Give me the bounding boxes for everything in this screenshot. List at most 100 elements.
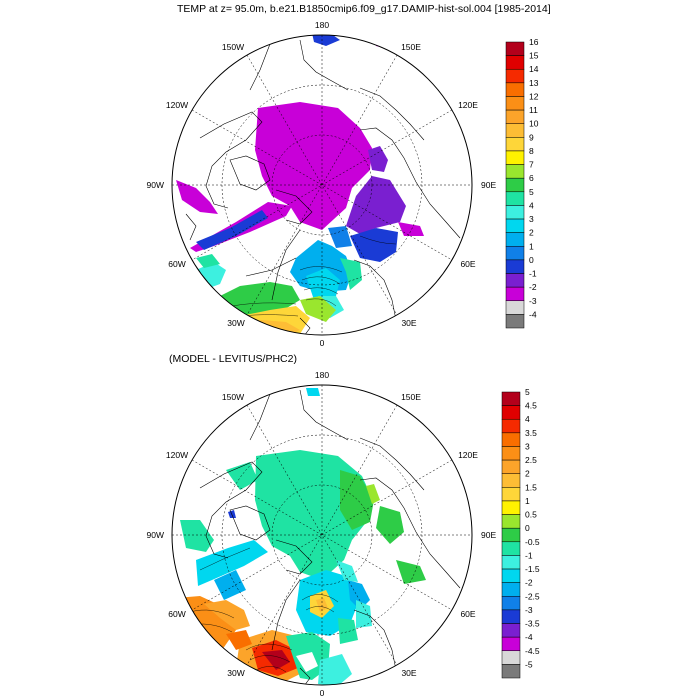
- colorbar-tick-label: -3: [525, 605, 533, 615]
- lon-label-60e: 60E: [460, 609, 475, 619]
- colorbar-swatch: [505, 96, 525, 111]
- colorbar-swatch: [505, 273, 525, 288]
- lon-label-90w: 90W: [147, 530, 164, 540]
- lon-label-30w: 30W: [227, 668, 244, 678]
- colorbar-tick-label: 11: [529, 105, 538, 115]
- colorbar-tick-label: 1.5: [525, 482, 537, 492]
- colorbar-tick-label: 4.5: [525, 401, 537, 411]
- colorbar-tick-label: -4: [525, 632, 533, 642]
- panel2-map: 180 0 90W 90E 150W 120W 150E 120E 60W 30…: [147, 370, 497, 698]
- lon-label-120e: 120E: [458, 450, 478, 460]
- colorbar-tick-label: 1: [525, 496, 530, 506]
- lon-label-60e: 60E: [460, 259, 475, 269]
- colorbar-swatch: [501, 473, 521, 488]
- colorbar-swatch: [501, 582, 521, 597]
- colorbar-swatch: [501, 405, 521, 420]
- colorbar-tick-label: 5: [525, 387, 530, 397]
- lon-label-60w: 60W: [168, 259, 185, 269]
- colorbar-swatch: [501, 541, 521, 556]
- colorbar-swatch: [501, 514, 521, 529]
- colorbar-tick-label: -4: [529, 309, 537, 319]
- colorbar-swatch: [501, 555, 521, 570]
- colorbar-swatch: [501, 664, 521, 679]
- colorbar-tick-label: -4.5: [525, 646, 540, 656]
- lon-label-60w: 60W: [168, 609, 185, 619]
- colorbar-tick-label: 1: [529, 241, 534, 251]
- colorbar-swatch: [505, 82, 525, 97]
- colorbar-swatch: [505, 205, 525, 220]
- colorbar-swatch: [505, 246, 525, 261]
- colorbar-tick-label: -1: [525, 550, 533, 560]
- colorbar-tick-label: -3: [529, 296, 537, 306]
- colorbar-swatch: [505, 109, 525, 124]
- colorbar-swatch: [501, 609, 521, 624]
- colorbar-tick-label: -1.5: [525, 564, 540, 574]
- lon-label-30e: 30E: [401, 668, 416, 678]
- colorbar-swatch: [501, 446, 521, 461]
- panel1-map: 180 0 90W 90E 150W 120W 150E 120E 60W 30…: [147, 20, 497, 348]
- colorbar-swatch: [505, 55, 525, 70]
- colorbar-tick-label: 15: [529, 51, 539, 61]
- lon-label-150w: 150W: [222, 42, 244, 52]
- colorbar-swatch: [501, 432, 521, 447]
- colorbar-tick-label: 3.5: [525, 428, 537, 438]
- colorbar-tick-label: 4: [529, 200, 534, 210]
- lon-label-120w: 120W: [166, 450, 188, 460]
- colorbar-tick-label: 6: [529, 173, 534, 183]
- colorbar-tick-label: -2.5: [525, 591, 540, 601]
- lon-label-120w: 120W: [166, 100, 188, 110]
- colorbar-swatch: [505, 123, 525, 138]
- colorbar-tick-label: 5: [529, 187, 534, 197]
- lon-label-0: 0: [320, 688, 325, 698]
- colorbar-swatch: [505, 177, 525, 193]
- colorbar-tick-label: 16: [529, 37, 539, 47]
- lon-label-120e: 120E: [458, 100, 478, 110]
- lon-label-180: 180: [315, 370, 329, 380]
- colorbar-tick-label: 13: [529, 78, 539, 88]
- colorbar-swatch: [505, 150, 525, 165]
- colorbar-tick-label: 9: [529, 132, 534, 142]
- colorbar-tick-label: 10: [529, 119, 539, 129]
- colorbar-swatch: [501, 391, 521, 406]
- colorbar-swatch: [505, 68, 525, 84]
- colorbar-tick-label: 0: [525, 523, 530, 533]
- colorbar-tick-label: 14: [529, 64, 539, 74]
- colorbar-swatch: [505, 300, 525, 315]
- colorbar-swatch: [501, 568, 521, 583]
- panel2-colorbar: 5 4.5 4 3.5 3 2.5 2 1.5 1 0.5 0 -0.5 -1 -1.5 -2 -2.5 -3 -…: [501, 387, 540, 679]
- lon-label-90e: 90E: [481, 530, 496, 540]
- colorbar-tick-label: 7: [529, 160, 534, 170]
- colorbar-tick-label: 3: [529, 214, 534, 224]
- colorbar-swatch: [505, 286, 525, 302]
- colorbar-swatch: [505, 191, 525, 206]
- lon-label-0: 0: [320, 338, 325, 348]
- lon-label-30e: 30E: [401, 318, 416, 328]
- colorbar-tick-label: 12: [529, 91, 539, 101]
- colorbar-swatch: [501, 459, 521, 474]
- colorbar-swatch: [505, 259, 525, 274]
- lon-label-180: 180: [315, 20, 329, 30]
- lon-label-150e: 150E: [401, 392, 421, 402]
- colorbar-swatch: [501, 487, 521, 502]
- colorbar-tick-label: -2: [529, 282, 537, 292]
- colorbar-tick-label: 2.5: [525, 455, 537, 465]
- colorbar-tick-label: -1: [529, 269, 537, 279]
- colorbar-tick-label: -0.5: [525, 537, 540, 547]
- colorbar-tick-label: -2: [525, 578, 533, 588]
- colorbar-swatch: [501, 623, 521, 638]
- colorbar-tick-label: -3.5: [525, 619, 540, 629]
- colorbar-tick-label: 3: [525, 441, 530, 451]
- colorbar-swatch: [505, 41, 525, 56]
- colorbar-swatch: [501, 596, 521, 611]
- colorbar-tick-label: 0.5: [525, 510, 537, 520]
- colorbar-swatch: [501, 500, 521, 515]
- lon-label-150e: 150E: [401, 42, 421, 52]
- colorbar-tick-label: -5: [525, 659, 533, 669]
- colorbar-tick-label: 0: [529, 255, 534, 265]
- panel1-title: TEMP at z= 95.0m, b.e21.B1850cmip6.f09_g…: [177, 3, 551, 15]
- lon-label-150w: 150W: [222, 392, 244, 402]
- colorbar-tick-label: 2: [529, 228, 534, 238]
- lon-label-90w: 90W: [147, 180, 164, 190]
